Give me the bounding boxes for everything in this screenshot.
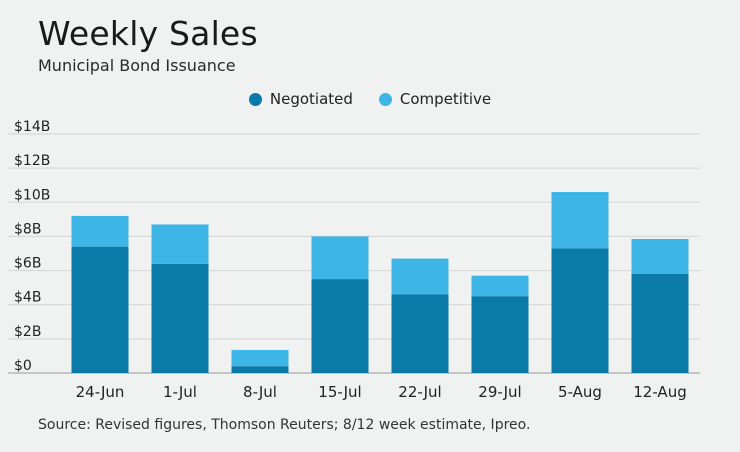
x-tick-label: 5-Aug [558,383,602,401]
y-tick-label: $2B [14,324,41,340]
bar-negotiated-5-aug [551,248,609,373]
x-tick-label: 24-Jun [76,383,125,401]
bar-competitive-8-jul [231,349,289,367]
y-tick-label: $12B [14,153,50,169]
legend-item-competitive: Competitive [378,90,492,108]
legend-label-competitive: Competitive [399,90,492,108]
source-note: Source: Revised figures, Thomson Reuters… [38,417,531,433]
y-tick-label: $6B [14,256,41,272]
legend-item-negotiated: Negotiated [248,90,353,108]
bar-negotiated-12-aug [631,273,689,373]
bar-negotiated-15-jul [311,279,369,373]
bar-competitive-5-aug [551,192,609,249]
bar-competitive-15-jul [311,236,369,280]
bar-competitive-29-jul [471,275,529,297]
x-tick-label: 12-Aug [633,383,686,401]
bar-negotiated-29-jul [471,296,529,373]
bar-competitive-1-jul [151,224,209,264]
legend-swatch-negotiated [248,92,262,106]
bar-negotiated-22-jul [391,294,449,373]
x-tick-label: 1-Jul [163,383,197,401]
bar-competitive-22-jul [391,258,449,295]
x-tick-label: 29-Jul [478,383,521,401]
y-tick-label: $10B [14,187,50,203]
legend-swatch-competitive [378,92,392,106]
y-tick-label: $14B [14,119,50,135]
y-tick-label: $4B [14,290,41,306]
legend-label-negotiated: Negotiated [269,90,353,108]
x-tick-label: 15-Jul [318,383,361,401]
x-tick-label: 8-Jul [243,383,277,401]
bar-competitive-24-jun [71,215,129,247]
x-tick-label: 22-Jul [398,383,441,401]
chart-title: Weekly Sales [38,14,258,53]
bar-negotiated-1-jul [151,263,209,373]
legend: Negotiated Competitive [0,90,740,108]
bar-competitive-12-aug [631,238,689,274]
bar-negotiated-24-jun [71,246,129,373]
bar-negotiated-8-jul [231,366,289,373]
chart-subtitle: Municipal Bond Issuance [38,56,236,75]
y-tick-label: $0 [14,358,32,374]
y-tick-label: $8B [14,221,41,237]
